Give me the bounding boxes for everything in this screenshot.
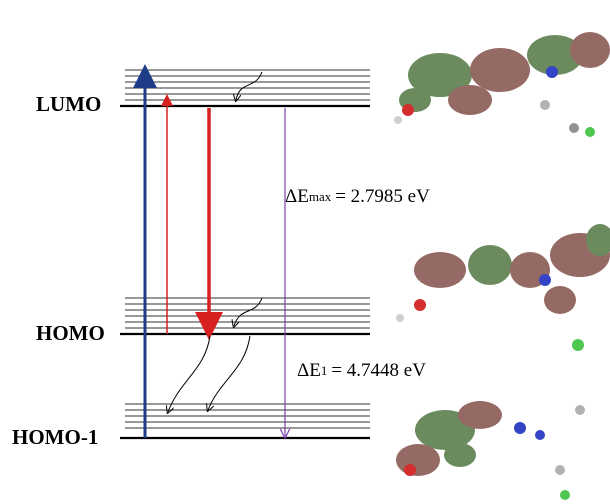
gap-label: ΔEmax= 2.7985 eV <box>285 186 430 207</box>
gap-text-part: ΔE <box>297 360 321 381</box>
level-label: LUMO <box>36 92 101 116</box>
level-label: HOMO-1 <box>12 425 98 449</box>
gap-text-part: ΔE <box>285 186 309 207</box>
orbital-homo <box>396 224 610 351</box>
orbital-lumo <box>394 32 610 137</box>
levels <box>120 70 370 438</box>
gap-text-part: max <box>309 189 332 204</box>
gap-text-part: = 4.7448 eV <box>331 360 426 381</box>
transitions <box>145 72 285 438</box>
gap-label: ΔE1= 4.7448 eV <box>297 360 426 381</box>
gap-text-part: = 2.7985 eV <box>335 186 430 207</box>
orbital-homo-1 <box>396 401 585 500</box>
energy-diagram: LUMO HOMO HOMO-1 ΔEmax= 2.7985 eV ΔE1= 4… <box>0 0 610 504</box>
gap-text-part: 1 <box>321 363 328 378</box>
level-label: HOMO <box>36 321 105 345</box>
